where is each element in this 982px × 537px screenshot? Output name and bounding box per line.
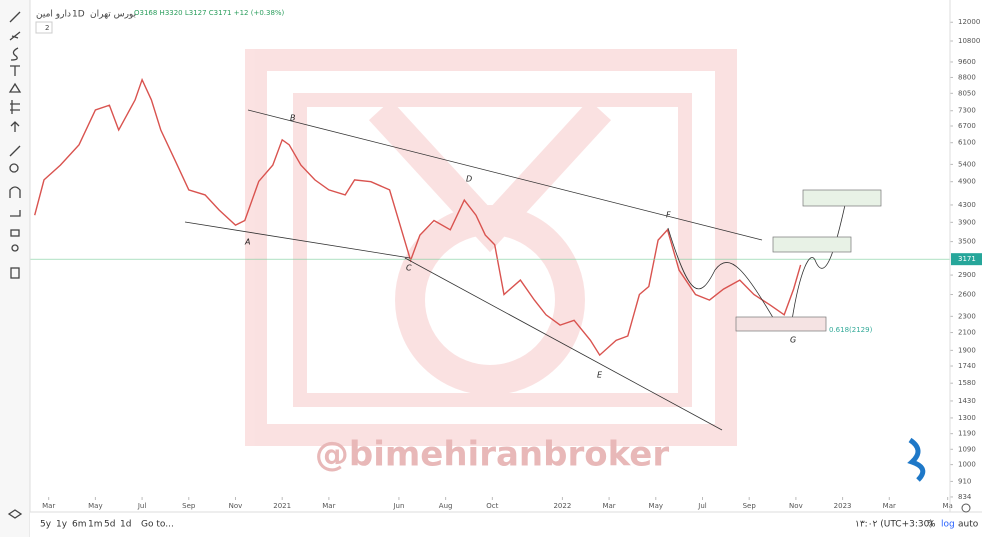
percent-toggle[interactable]: % [927, 520, 936, 530]
y-tick-label: 910 [958, 477, 971, 485]
target-box [802, 189, 882, 207]
x-tick-label: Mar [883, 502, 896, 510]
last-price-badge [951, 253, 982, 266]
y-tick-label: 8050 [958, 89, 976, 97]
y-tick-label: 8800 [958, 73, 976, 81]
x-tick-label: Jun [392, 502, 404, 510]
symbol: دارو امین [36, 10, 71, 20]
y-tick-label: 6100 [958, 139, 976, 147]
y-tick-label: 7300 [958, 107, 976, 115]
x-tick-label: 2023 [834, 502, 852, 510]
x-tick-label: 2021 [273, 502, 291, 510]
x-tick-label: Mar [602, 502, 615, 510]
range-button[interactable]: 1y [56, 520, 68, 530]
indicator-toggle[interactable] [35, 21, 53, 34]
point-label: A [244, 238, 250, 247]
y-tick-label: 1190 [958, 430, 976, 438]
watermark-logo [245, 49, 737, 446]
y-tick-label: 1740 [958, 362, 976, 370]
x-tick-label: May [88, 502, 102, 510]
support-box [735, 316, 827, 332]
point-label: F [666, 211, 671, 220]
y-tick-label: 4300 [958, 201, 976, 209]
x-tick-label: 2022 [553, 502, 571, 510]
y-tick-label: 10800 [958, 37, 980, 45]
y-tick-label: 834 [958, 493, 972, 501]
price-line [34, 77, 802, 357]
y-tick-label: 12000 [958, 18, 980, 26]
x-tick-label: Oct [486, 502, 498, 510]
x-tick-label: Ma [942, 502, 952, 510]
point-label: C [406, 264, 412, 273]
y-tick-label: 1000 [958, 461, 976, 469]
y-tick-label: 2600 [958, 291, 976, 299]
goto-button[interactable]: Go to... [141, 520, 174, 530]
point-label: E [597, 371, 603, 380]
exchange: بورس تهران [90, 10, 136, 20]
y-tick-label: 9600 [958, 58, 976, 66]
y-tick-label: 6700 [958, 122, 976, 130]
y-tick-label: 2900 [958, 271, 976, 279]
x-tick-label: May [649, 502, 663, 510]
clock: ۱۳:۰۲ (UTC+3:30) [855, 520, 933, 530]
fib-label: 0.618(2129) [829, 326, 873, 334]
interval: 1D [72, 10, 85, 20]
y-tick-label: 3900 [958, 218, 976, 226]
range-button[interactable]: 1d [120, 520, 131, 530]
drawings [184, 109, 846, 431]
y-tick-label: 2300 [958, 312, 976, 320]
y-tick-label: 1580 [958, 379, 976, 387]
target-box [772, 236, 852, 253]
x-tick-label: Jul [137, 502, 147, 510]
auto-toggle[interactable]: auto [958, 520, 979, 530]
point-label: B [290, 114, 296, 123]
x-tick-label: Aug [439, 502, 453, 510]
y-tick-label: 4900 [958, 178, 976, 186]
tool-icons[interactable] [7, 11, 23, 519]
x-tick-label: Mar [322, 502, 335, 510]
point-label: D [466, 175, 472, 184]
y-tick-label: 1300 [958, 414, 976, 422]
x-tick-label: Nov [789, 502, 803, 510]
range-button[interactable]: 1m [88, 520, 103, 530]
x-tick-label: Sep [743, 502, 757, 510]
settings-icon[interactable] [961, 503, 971, 513]
ohlc: O3168 H3320 L3127 C3171 +12 (+0.38%) [134, 9, 285, 17]
range-button[interactable]: 5d [104, 520, 115, 530]
indicator-count: 2 [45, 24, 49, 32]
range-button[interactable]: 6m [72, 520, 87, 530]
x-tick-label: Nov [229, 502, 243, 510]
watermark-text: @bimehiranbroker [315, 435, 669, 475]
point-label: G [790, 336, 796, 345]
broker-logo [907, 437, 926, 482]
y-tick-label: 1090 [958, 445, 976, 453]
last-price-label: 3171 [958, 255, 976, 263]
y-tick-label: 2100 [958, 329, 976, 337]
y-tick-label: 1430 [958, 397, 976, 405]
x-tick-label: Jul [697, 502, 707, 510]
y-tick-label: 3500 [958, 238, 976, 246]
bottom-bar [30, 512, 982, 537]
range-button[interactable]: 5y [40, 520, 52, 530]
log-toggle[interactable]: log [941, 520, 955, 530]
x-tick-label: Mar [42, 502, 55, 510]
y-tick-label: 1900 [958, 346, 976, 354]
x-tick-label: Sep [182, 502, 196, 510]
y-tick-label: 5400 [958, 160, 976, 168]
